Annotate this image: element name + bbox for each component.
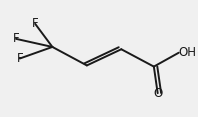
Text: F: F [16,52,23,65]
Text: O: O [153,87,162,100]
Text: OH: OH [178,46,196,59]
Text: F: F [13,32,19,45]
Text: F: F [32,17,38,30]
